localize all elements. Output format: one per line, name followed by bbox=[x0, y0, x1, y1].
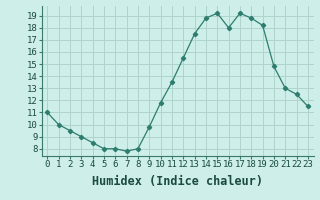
X-axis label: Humidex (Indice chaleur): Humidex (Indice chaleur) bbox=[92, 175, 263, 188]
